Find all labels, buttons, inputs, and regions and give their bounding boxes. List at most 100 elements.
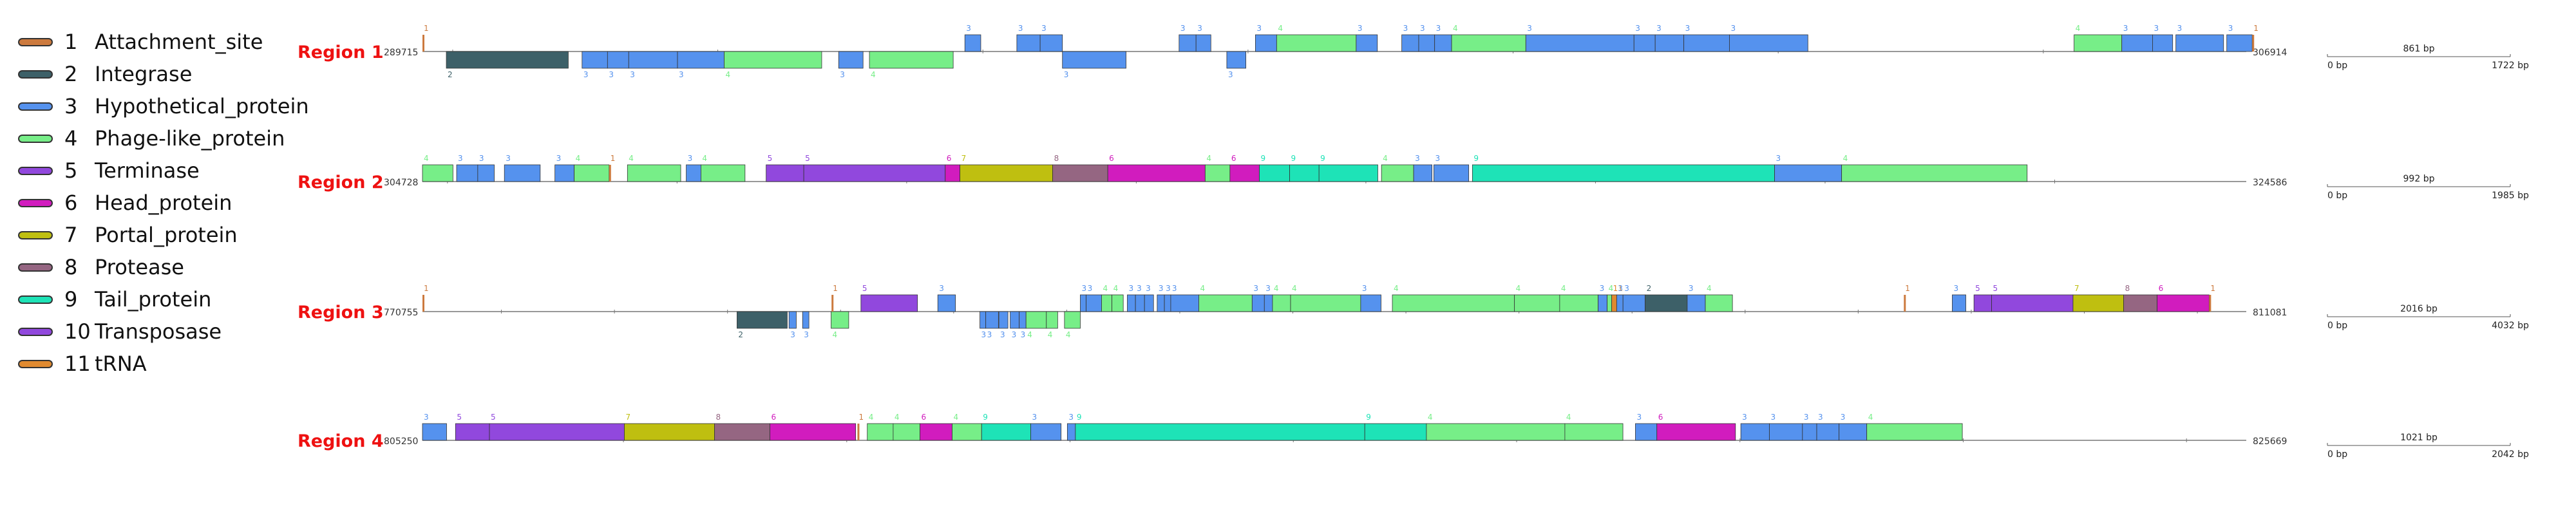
scale-bar: 992 bp 0 bp 1985 bp	[2327, 174, 2529, 201]
legend-swatch	[18, 328, 53, 336]
gene-type-number: 3	[1403, 24, 1408, 33]
gene-block	[1564, 423, 1624, 441]
gene-type-number: 7	[2074, 284, 2079, 293]
gene-type-number: 9	[1260, 154, 1265, 163]
gene-block	[2152, 34, 2174, 52]
gene-block	[627, 164, 681, 182]
legend-swatch	[18, 199, 53, 207]
gene-block	[981, 423, 1031, 441]
attachment-site-marker	[831, 295, 834, 312]
gene-block	[869, 51, 954, 69]
gene-block	[1841, 164, 2028, 182]
gene-type-number: 5	[1993, 284, 1998, 293]
gene-type-number: 4	[1428, 413, 1433, 422]
gene-block	[1064, 311, 1081, 329]
gene-block	[1866, 423, 1963, 441]
gene-block	[1656, 423, 1736, 441]
gene-type-number: 4	[1200, 284, 1205, 293]
legend-number: 1	[64, 30, 78, 54]
gene-block	[701, 164, 746, 182]
gene-block	[1107, 164, 1206, 182]
gene-block	[1039, 34, 1063, 52]
region-label: Region 3	[298, 303, 384, 323]
legend-item: 8 Protease	[13, 251, 316, 283]
gene-type-number: 3	[1730, 24, 1736, 33]
gene-block	[455, 423, 490, 441]
gene-block	[574, 164, 610, 182]
gene-block	[1016, 34, 1041, 52]
gene-type-number: 9	[1366, 413, 1371, 422]
scale-max-label: 1985 bp	[2492, 191, 2529, 201]
region-track: Region 1 289715 306914 1 2 3 3 3 3 4 3 4 3 3 3 3 3 3 3 3 4 3 3…	[298, 24, 2529, 79]
gene-block	[677, 51, 724, 69]
gene-block	[1434, 34, 1452, 52]
scale-min-label: 0 bp	[2327, 191, 2347, 201]
gene-block	[1635, 423, 1658, 441]
attachment-site-marker	[2209, 295, 2211, 312]
gene-block	[1086, 294, 1102, 312]
gene-block	[1226, 51, 1246, 69]
gene-block	[2074, 34, 2123, 52]
gene-type-number: 3	[1804, 413, 1809, 422]
gene-block	[1010, 311, 1020, 329]
gene-type-number: 3	[1685, 24, 1690, 33]
gene-type-number: 5	[862, 284, 867, 293]
gene-type-number: 3	[2228, 24, 2233, 33]
gene-type-number: 3	[1064, 70, 1069, 79]
gene-block	[1598, 294, 1608, 312]
gene-type-number: 3	[479, 154, 484, 163]
legend-number: 6	[64, 191, 78, 215]
gene-type-number: 3	[1420, 24, 1425, 33]
gene-type-number: 9	[1291, 154, 1296, 163]
legend-swatch	[18, 295, 53, 304]
scale-bar: 2016 bp 0 bp 4032 bp	[2327, 304, 2529, 331]
gene-type-number: 3	[1818, 413, 1823, 422]
gene-block	[2121, 34, 2153, 52]
gene-type-number: 3	[1088, 284, 1093, 293]
gene-type-number: 4	[629, 154, 634, 163]
legend-number: 7	[64, 223, 78, 247]
gene-type-number: 3	[583, 70, 589, 79]
gene-type-number: 3	[2177, 24, 2183, 33]
gene-type-number: 3	[1435, 154, 1440, 163]
gene-type-number: 4	[1103, 284, 1108, 293]
gene-block	[1101, 294, 1113, 312]
scale-max-label: 1722 bp	[2492, 61, 2529, 71]
gene-block	[964, 34, 981, 52]
gene-type-number: 4	[1292, 284, 1297, 293]
legend-swatch	[18, 135, 53, 143]
scale-min-label: 0 bp	[2327, 321, 2347, 331]
gene-type-number: 4	[1027, 330, 1032, 339]
gene-block	[1434, 164, 1470, 182]
gene-type-number: 9	[1077, 413, 1082, 422]
gene-block	[1705, 294, 1733, 312]
gene-type-number: 4	[1516, 284, 1521, 293]
gene-type-number: 3	[1041, 24, 1046, 33]
attachment-site-marker	[422, 35, 424, 52]
gene-block	[1179, 34, 1197, 52]
scale-max-label: 4032 bp	[2492, 321, 2529, 331]
legend-number: 3	[64, 94, 78, 118]
scale-min-label: 0 bp	[2327, 61, 2347, 71]
gene-type-number: 3	[506, 154, 511, 163]
gene-block	[582, 51, 608, 69]
gene-block	[1952, 294, 1966, 312]
gene-type-number: 3	[966, 24, 971, 33]
gene-block	[860, 294, 918, 312]
gene-block	[1135, 294, 1145, 312]
legend: 1 Attachment_site 2 Integrase 3 Hypothetical_…	[13, 26, 316, 386]
gene-type-number: 11	[1613, 284, 1623, 293]
gene-type-number: 3	[556, 154, 562, 163]
legend-item: 9 Tail_protein	[13, 283, 316, 315]
gene-type-number: 4	[1274, 284, 1279, 293]
gene-block	[1729, 34, 1808, 52]
gene-block	[1364, 423, 1427, 441]
legend-label: Integrase	[95, 62, 193, 86]
scale-bar: 1021 bp 0 bp 2042 bp	[2327, 433, 2529, 460]
gene-type-number: 4	[702, 154, 707, 163]
legend-label: tRNA	[95, 351, 147, 376]
attachment-site-marker	[2252, 35, 2255, 52]
scale-length-label: 1021 bp	[2400, 433, 2438, 443]
gene-type-number: 3	[804, 330, 809, 339]
gene-type-number: 3	[939, 284, 944, 293]
